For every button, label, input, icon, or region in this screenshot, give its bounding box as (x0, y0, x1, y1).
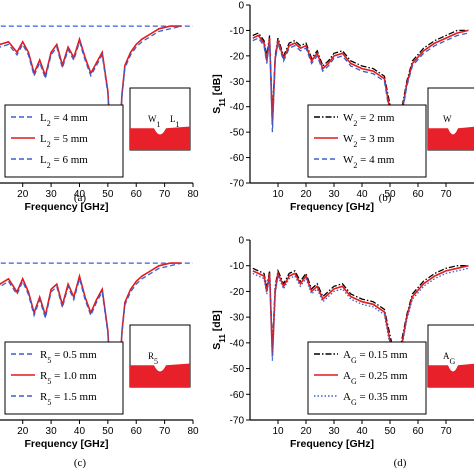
series-line-2 (0, 25, 182, 165)
x-tick-label: 50 (102, 426, 114, 437)
x-tick-label: 30 (328, 189, 340, 200)
inset-label: W1 (148, 114, 161, 129)
legend-label: L2 = 6 mm (40, 154, 88, 170)
inset-label: W (443, 114, 452, 124)
y-tick-label: -50 (230, 128, 245, 139)
x-tick-label: 40 (356, 189, 368, 200)
x-tick-label: 10 (272, 426, 284, 437)
x-axis-label: Frequency [GHz] (24, 201, 108, 213)
panel-caption: (a) (74, 192, 87, 204)
x-tick-label: 20 (300, 426, 312, 437)
y-tick-label: -10 (230, 26, 245, 37)
x-tick-label: 40 (74, 426, 86, 437)
legend-box (4, 104, 124, 178)
inset-patch (428, 126, 474, 150)
y-tick-label: 0 (238, 1, 244, 12)
y-tick-label: -50 (230, 364, 245, 375)
x-tick-label: 20 (17, 189, 29, 200)
x-tick-label: 20 (300, 189, 312, 200)
x-tick-label: 40 (74, 189, 86, 200)
panel-caption: (b) (379, 192, 392, 204)
y-tick-label: -20 (230, 287, 245, 298)
legend-label: AG = 0.35 mm (343, 391, 408, 407)
y-tick-label: 0 (238, 236, 244, 247)
legend-label: AG = 0.25 mm (343, 370, 408, 386)
legend-label: AG = 0.15 mm (343, 349, 408, 365)
series-line-3 (0, 262, 182, 405)
x-tick-label: 30 (46, 189, 58, 200)
inset-structure: W1 L1 (129, 87, 191, 151)
panel-caption: (c) (74, 457, 87, 469)
inset-label: L1 (170, 114, 180, 129)
x-axis-label: Frequency [GHz] (290, 438, 374, 450)
series-group (252, 264, 469, 400)
x-tick-label: 40 (356, 426, 368, 437)
panel-c: 20 30 40 50 60 70 80 Frequency [GHz] R5 = 0.5 mm… (0, 262, 199, 469)
x-tick-label: 70 (159, 426, 171, 437)
x-tick-label: 70 (440, 189, 452, 200)
y-tick-label: -70 (230, 416, 245, 427)
y-tick-label: -60 (230, 153, 245, 164)
panel-d: 10 20 30 40 50 60 70 0 -10 -20 -30 -40 -50 -60 -70 Freq… (211, 236, 474, 469)
inset-patch (130, 126, 190, 150)
x-tick-label: 70 (159, 189, 171, 200)
panel-caption: (d) (394, 457, 407, 469)
legend-label: W2 = 2 mm (343, 112, 395, 128)
y-tick-label: -40 (230, 102, 245, 113)
series-group (252, 29, 469, 171)
x-axis-label: Frequency [GHz] (290, 201, 374, 213)
inset-structure: AG (427, 324, 474, 388)
series-line-2 (0, 262, 182, 402)
x-tick-label: 60 (412, 189, 424, 200)
legend-label: R5 = 1.5 mm (40, 391, 97, 407)
x-tick-label: 50 (384, 426, 396, 437)
x-tick-label: 10 (272, 189, 284, 200)
x-tick-label: 60 (412, 426, 424, 437)
y-axis-label: S11 [dB] (211, 74, 227, 113)
y-tick-label: -40 (230, 338, 245, 349)
x-tick-label: 30 (46, 426, 58, 437)
x-tick-label: 80 (187, 426, 199, 437)
inset-patch (130, 363, 190, 387)
legend-label: W2 = 4 mm (343, 154, 395, 170)
x-axis-label: Frequency [GHz] (24, 438, 108, 450)
x-tick-label: 50 (384, 189, 396, 200)
series-group (0, 25, 193, 168)
y-tick-label: -30 (230, 313, 245, 324)
x-tick-label: 80 (187, 189, 199, 200)
x-tick-label: 60 (131, 189, 143, 200)
inset-structure: R5 (129, 324, 191, 388)
legend-label: R5 = 1.0 mm (40, 370, 97, 386)
y-tick-label: -10 (230, 261, 245, 272)
legend-label: R5 = 0.5 mm (40, 349, 97, 365)
inset-structure: W (427, 87, 474, 151)
panel-a: 20 30 40 50 60 70 80 Frequency [GHz] L2 = 4 mm L2… (0, 25, 199, 213)
y-axis-label: S11 [dB] (211, 310, 227, 349)
inset-label: AG (443, 351, 456, 366)
y-tick-label: -70 (230, 179, 245, 190)
inset-label: R5 (148, 351, 158, 366)
x-tick-label: 50 (102, 189, 114, 200)
inset-patch (428, 363, 474, 387)
y-tick-label: -60 (230, 390, 245, 401)
x-tick-label: 60 (131, 426, 143, 437)
panel-b: 10 20 30 40 50 60 70 0 -10 -20 -30 -40 -50 -60 -70 Freq… (211, 1, 474, 213)
x-tick-label: 30 (328, 426, 340, 437)
legend-label: L2 = 5 mm (40, 133, 88, 149)
x-tick-label: 20 (17, 426, 29, 437)
series-line-3 (252, 32, 469, 171)
series-line-3 (0, 25, 182, 168)
y-tick-label: -30 (230, 77, 245, 88)
series-group (0, 262, 193, 405)
x-tick-label: 70 (440, 426, 452, 437)
legend-label: W2 = 3 mm (343, 133, 395, 149)
legend-label: L2 = 4 mm (40, 112, 88, 128)
y-tick-label: -20 (230, 51, 245, 62)
legend-box (4, 341, 124, 415)
series-line-3 (252, 267, 469, 400)
